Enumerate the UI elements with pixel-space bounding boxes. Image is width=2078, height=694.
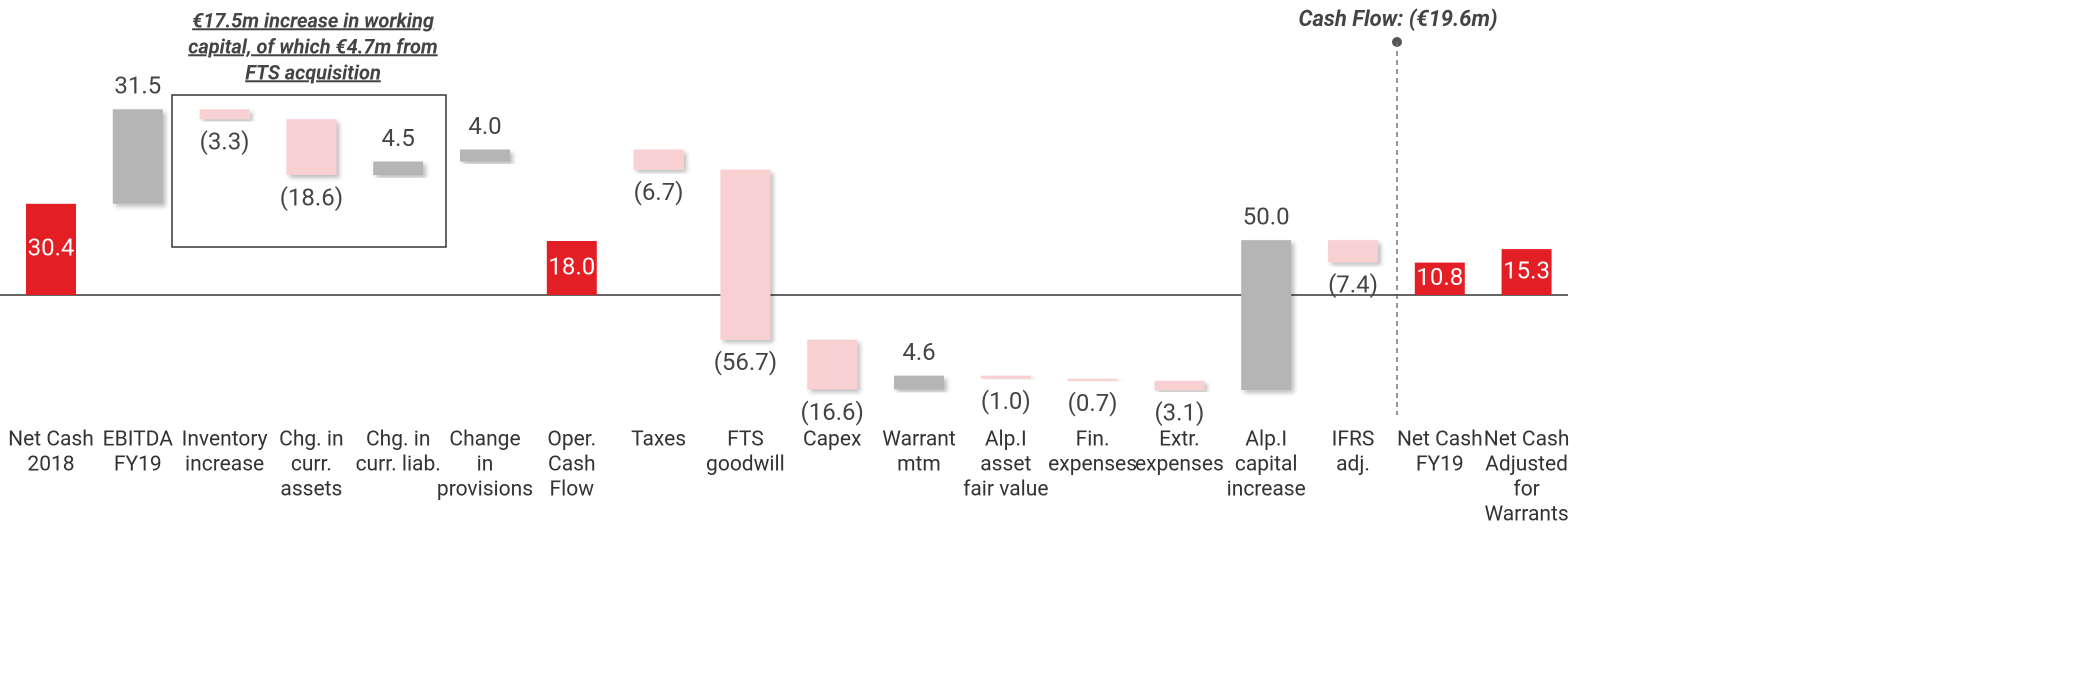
value-label: 31.5	[114, 72, 161, 100]
x-tick-label: FY19	[114, 453, 162, 477]
x-tick-label: Net Cash	[8, 428, 94, 452]
value-label: 4.0	[468, 112, 501, 140]
value-label: (3.3)	[200, 128, 250, 156]
bar	[633, 149, 684, 170]
x-tick-label: Warrants	[1484, 503, 1568, 527]
value-label: (3.1)	[1154, 398, 1204, 426]
x-tick-label: for	[1513, 478, 1539, 502]
bar	[373, 161, 424, 175]
x-tick-label: Chg. in	[279, 428, 343, 452]
x-tick-label: Warrant	[882, 428, 956, 452]
x-tick-label: Fin.	[1076, 428, 1110, 452]
value-label: (0.7)	[1068, 389, 1118, 417]
x-tick-label: Net Cash	[1484, 428, 1570, 452]
value-label: 4.6	[902, 338, 935, 366]
value-label: (16.6)	[801, 398, 864, 426]
x-tick-label: increase	[1227, 478, 1306, 502]
x-tick-label: expenses	[1048, 453, 1137, 477]
x-tick-label: Adjusted	[1485, 453, 1568, 477]
working-capital-box	[171, 94, 447, 248]
bar	[1067, 378, 1118, 381]
bar	[460, 149, 510, 162]
bar	[1241, 240, 1292, 391]
value-label: 15.3	[1503, 256, 1550, 284]
bar	[980, 375, 1031, 379]
x-tick-label: adj.	[1336, 453, 1370, 477]
bar	[1414, 262, 1465, 295]
x-tick-label: Cash	[548, 453, 596, 477]
x-tick-label: Capex	[803, 428, 861, 452]
x-tick-label: assets	[280, 478, 342, 502]
x-tick-label: IFRS	[1332, 428, 1375, 452]
bar	[286, 119, 337, 175]
value-label: (1.0)	[981, 387, 1031, 415]
bar	[720, 169, 771, 340]
bar	[1328, 240, 1378, 263]
x-tick-label: in	[477, 453, 494, 477]
bar	[199, 109, 250, 120]
value-label: (56.7)	[714, 348, 777, 376]
x-tick-label: capital	[1235, 453, 1298, 477]
x-tick-label: Flow	[550, 478, 595, 502]
x-tick-label: Net Cash	[1397, 428, 1483, 452]
annotation: capital, of which €4.7m from	[188, 34, 438, 58]
value-label: (6.7)	[634, 178, 684, 206]
bar	[112, 109, 163, 204]
bar	[894, 375, 944, 390]
x-tick-label: Inventory	[182, 428, 268, 452]
x-tick-label: FTS	[727, 428, 764, 452]
bar	[807, 339, 858, 390]
x-tick-label: Change	[449, 428, 520, 452]
bar	[1501, 249, 1552, 295]
annotation: FTS acquisition	[245, 60, 381, 84]
value-label: 4.5	[382, 124, 415, 152]
x-tick-label: 2018	[27, 453, 74, 477]
x-tick-label: provisions	[437, 478, 533, 502]
value-label: 30.4	[28, 234, 75, 262]
x-tick-label: Chg. in	[366, 428, 430, 452]
x-tick-label: EBITDA	[103, 428, 174, 452]
bar	[1154, 380, 1205, 391]
value-label: (18.6)	[280, 183, 343, 211]
value-label: 10.8	[1416, 263, 1463, 291]
x-tick-label: mtm	[897, 453, 941, 477]
x-tick-label: Taxes	[631, 428, 686, 452]
x-tick-label: curr. liab.	[356, 453, 441, 477]
x-tick-label: Alp.I	[1245, 428, 1287, 452]
annotation: €17.5m increase in working	[192, 8, 434, 32]
x-tick-label: fair value	[963, 478, 1048, 502]
x-tick-label: curr.	[291, 453, 332, 477]
x-tick-label: goodwill	[706, 453, 785, 477]
cash-flow-annotation: Cash Flow: (€19.6m)	[1299, 7, 1498, 32]
bar	[26, 203, 76, 295]
value-label: 50.0	[1243, 202, 1290, 230]
x-tick-label: FY19	[1416, 453, 1464, 477]
x-tick-label: asset	[980, 453, 1031, 477]
x-tick-label: expenses	[1135, 453, 1224, 477]
x-tick-label: increase	[185, 453, 264, 477]
value-label: (7.4)	[1328, 271, 1378, 299]
x-tick-label: Extr.	[1159, 428, 1200, 452]
value-label: 18.0	[548, 252, 595, 280]
bar	[546, 241, 597, 295]
x-tick-label: Alp.I	[985, 428, 1027, 452]
x-tick-label: Oper.	[547, 428, 596, 452]
